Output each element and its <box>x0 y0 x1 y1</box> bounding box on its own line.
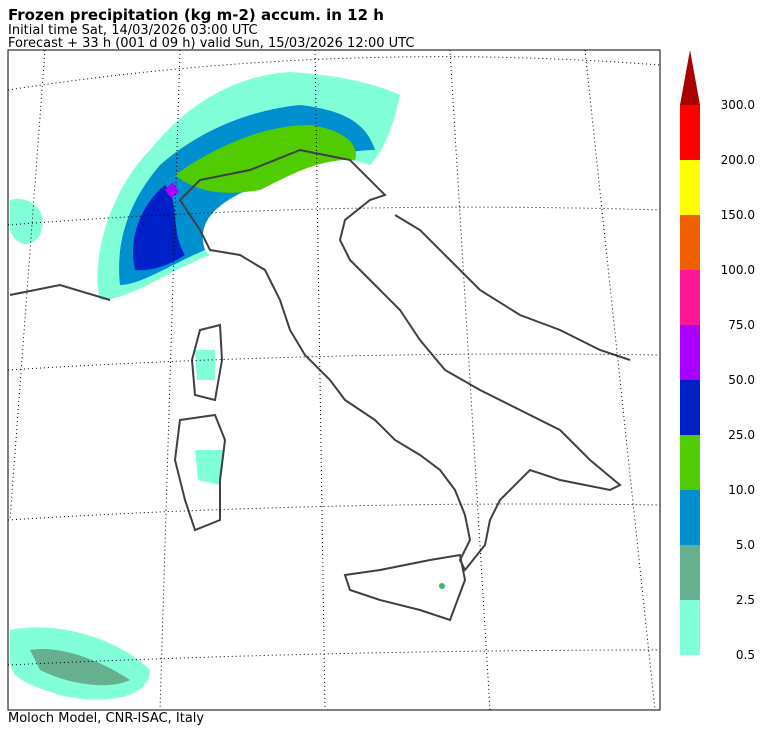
colorbar-band <box>680 160 700 215</box>
colorbar-band <box>680 105 700 160</box>
colorbar-arrow <box>680 50 700 105</box>
coastlines <box>9 148 631 622</box>
colorbar-band <box>680 215 700 270</box>
colorbar-label: 5.0 <box>736 538 755 552</box>
colorbar-label: 300.0 <box>721 98 755 112</box>
colorbar: 0.5 2.5 5.0 10.0 25.0 50.0 75.0 100.0 150.0 200.0… <box>680 50 755 662</box>
colorbar-band <box>680 380 700 435</box>
forecast: Forecast + 33 h (001 d 09 h) valid Sun, … <box>8 36 414 51</box>
colorbar-label: 0.5 <box>736 648 755 662</box>
colorbar-label: 200.0 <box>721 153 755 167</box>
colorbar-label: 150.0 <box>721 208 755 222</box>
colorbar-label: 75.0 <box>728 318 755 332</box>
title: Frozen precipitation (kg m-2) accum. in … <box>8 6 384 24</box>
colorbar-label: 25.0 <box>728 428 755 442</box>
colorbar-label: 50.0 <box>728 373 755 387</box>
initial-time: Initial time Sat, 14/03/2026 03:00 UTC <box>8 23 258 38</box>
graticule <box>7 49 661 711</box>
colorbar-band <box>680 545 700 600</box>
footer: Moloch Model, CNR-ISAC, Italy <box>8 711 204 726</box>
colorbar-label: 2.5 <box>736 593 755 607</box>
colorbar-label: 100.0 <box>721 263 755 277</box>
map <box>7 49 661 711</box>
colorbar-band <box>680 325 700 380</box>
colorbar-band <box>680 270 700 325</box>
colorbar-band <box>680 600 700 655</box>
colorbar-band <box>680 435 700 490</box>
colorbar-label: 10.0 <box>728 483 755 497</box>
precipitation <box>10 72 445 700</box>
colorbar-band <box>680 490 700 545</box>
